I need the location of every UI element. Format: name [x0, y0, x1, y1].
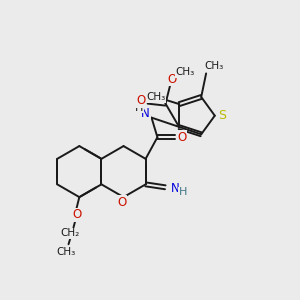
Text: CH₃: CH₃ — [56, 247, 75, 257]
Text: H: H — [179, 187, 187, 197]
Text: CH₂: CH₂ — [60, 228, 79, 239]
Text: N: N — [171, 182, 179, 195]
Text: S: S — [218, 109, 226, 122]
Text: O: O — [177, 131, 187, 144]
Text: N: N — [141, 107, 150, 120]
Text: CH₃: CH₃ — [204, 61, 224, 70]
Text: O: O — [117, 196, 126, 208]
Text: O: O — [168, 73, 177, 85]
Text: H: H — [135, 103, 143, 113]
Text: O: O — [73, 208, 82, 221]
Text: O: O — [136, 94, 146, 107]
Text: CH₃: CH₃ — [146, 92, 165, 102]
Text: CH₃: CH₃ — [176, 67, 195, 77]
